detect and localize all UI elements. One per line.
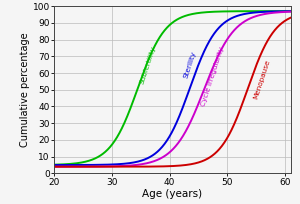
Text: Cycle irregularity: Cycle irregularity bbox=[200, 46, 225, 107]
Text: Sterility: Sterility bbox=[183, 50, 197, 79]
Text: Menopause: Menopause bbox=[253, 59, 272, 100]
X-axis label: Age (years): Age (years) bbox=[142, 189, 203, 199]
Text: Subfertility: Subfertility bbox=[139, 45, 157, 84]
Y-axis label: Cumulative percentage: Cumulative percentage bbox=[20, 32, 30, 147]
